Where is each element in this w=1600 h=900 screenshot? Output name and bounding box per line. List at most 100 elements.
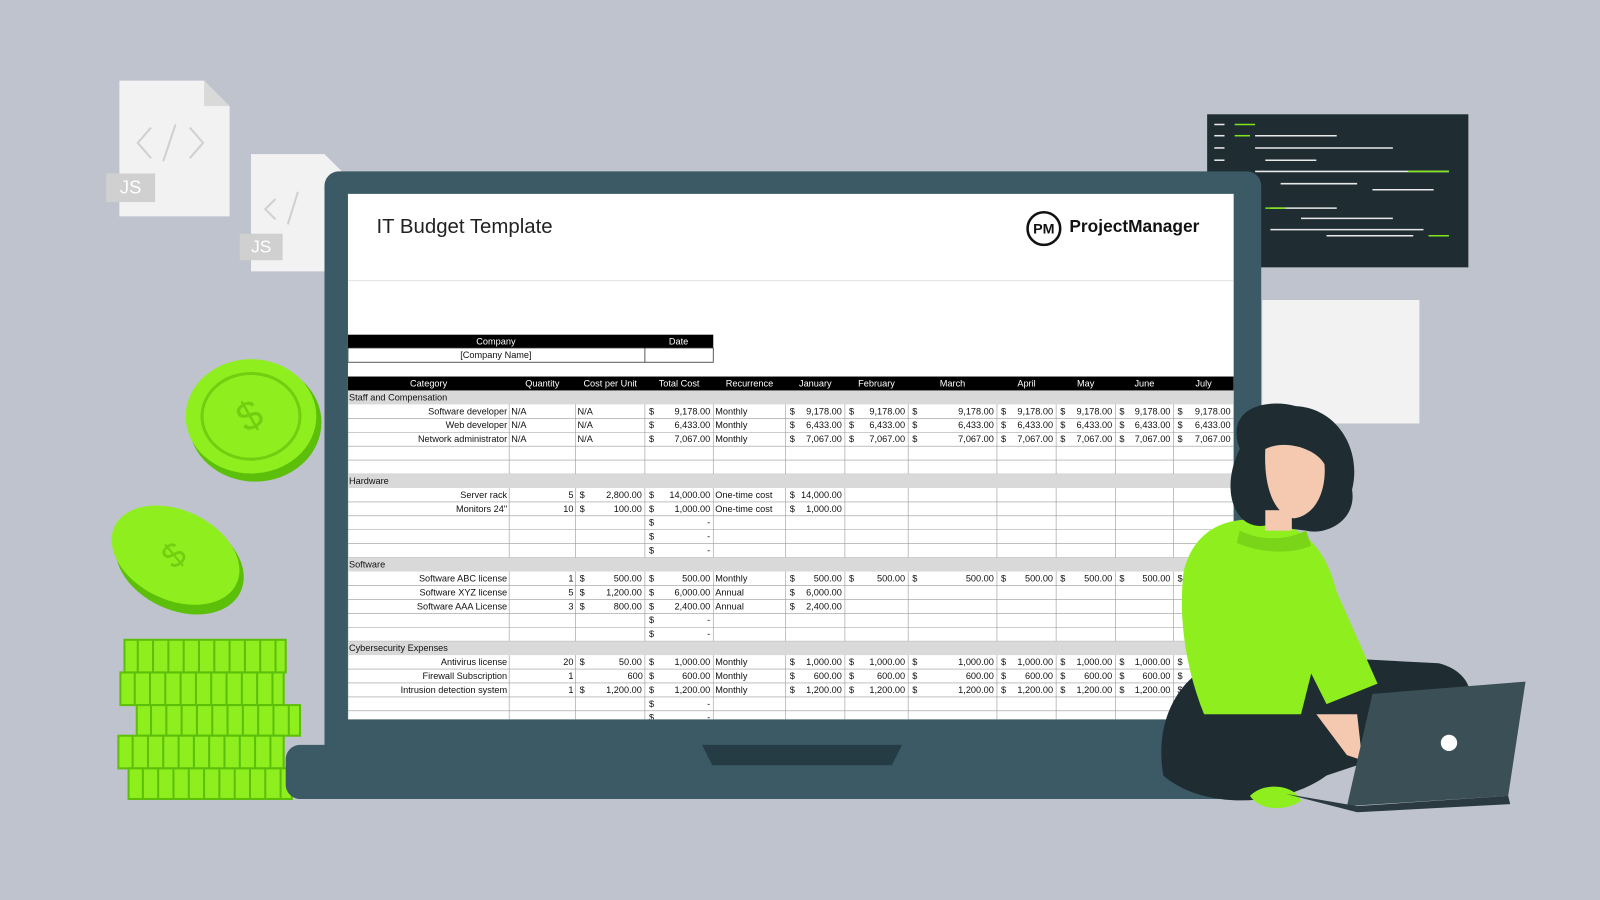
currency-symbol: $ [580, 573, 585, 583]
currency-symbol: $ [649, 713, 654, 723]
amount: 500.00 [966, 573, 994, 583]
company-row [347, 347, 714, 363]
amount: 7,067.00 [1017, 434, 1053, 444]
amount: 6,433.00 [869, 420, 905, 430]
cell-value: 5 [568, 490, 573, 500]
amount: 7,067.00 [1135, 434, 1171, 444]
currency-symbol: $ [1178, 406, 1183, 416]
currency-symbol: $ [1001, 657, 1006, 667]
currency-symbol: $ [912, 420, 917, 430]
currency-symbol: $ [1119, 406, 1124, 416]
column-header: March [940, 378, 965, 388]
cell-value: N/A [578, 420, 594, 430]
cell-value: Monthly [715, 671, 748, 681]
currency-symbol: $ [790, 490, 795, 500]
currency-symbol: $ [649, 615, 654, 625]
currency-symbol: $ [790, 671, 795, 681]
currency-symbol: $ [649, 671, 654, 681]
amount: 2,400.00 [675, 601, 711, 611]
row-label: Software AAA License [417, 601, 507, 611]
amount: 6,433.00 [958, 420, 994, 430]
column-header: Total Cost [659, 378, 700, 388]
amount: 7,067.00 [806, 434, 842, 444]
currency-symbol: $ [790, 601, 795, 611]
section-title: Software [349, 559, 385, 569]
amount: 9,178.00 [1195, 406, 1231, 416]
currency-symbol: $ [849, 657, 854, 667]
amount: - [707, 629, 710, 639]
currency-symbol: $ [649, 629, 654, 639]
cell-value: Monthly [715, 573, 748, 583]
amount: 9,178.00 [675, 406, 711, 416]
row-label: Software XYZ license [419, 587, 507, 597]
currency-symbol: $ [1119, 434, 1124, 444]
currency-symbol: $ [649, 532, 654, 542]
amount: 6,433.00 [1195, 420, 1231, 430]
cell-value: 1 [568, 685, 573, 695]
cell-value: N/A [511, 434, 527, 444]
currency-symbol: $ [790, 420, 795, 430]
cell-value: Monthly [715, 420, 748, 430]
amount: 500.00 [1142, 573, 1170, 583]
amount: 1,200.00 [606, 587, 642, 597]
amount: 1,200.00 [806, 685, 842, 695]
row-label: Monitors 24" [456, 504, 507, 514]
currency-symbol: $ [1119, 685, 1124, 695]
amount: 600.00 [877, 671, 905, 681]
amount: 6,433.00 [1077, 420, 1113, 430]
currency-symbol: $ [849, 671, 854, 681]
amount: - [707, 518, 710, 528]
cell-value: Monthly [715, 685, 748, 695]
currency-symbol: $ [580, 490, 585, 500]
currency-symbol: $ [649, 434, 654, 444]
amount: 14,000.00 [801, 490, 842, 500]
column-header: May [1077, 378, 1095, 388]
amount: 50.00 [619, 657, 642, 667]
currency-symbol: $ [580, 685, 585, 695]
amount: 500.00 [1084, 573, 1112, 583]
cell-value: N/A [511, 406, 527, 416]
section-row [347, 474, 1234, 488]
currency-symbol: $ [1119, 657, 1124, 667]
currency-symbol: $ [580, 657, 585, 667]
currency-symbol: $ [849, 573, 854, 583]
amount: 600.00 [1025, 671, 1053, 681]
amount: 1,200.00 [675, 685, 711, 695]
currency-symbol: $ [1060, 434, 1065, 444]
amount: 9,178.00 [806, 406, 842, 416]
currency-symbol: $ [790, 504, 795, 514]
currency-symbol: $ [849, 406, 854, 416]
section-row [347, 641, 1234, 656]
cell-value: Monthly [715, 657, 748, 667]
currency-symbol: $ [1178, 685, 1183, 695]
column-header: Category [410, 378, 448, 388]
amount: 1,000.00 [869, 657, 905, 667]
amount: 500.00 [1025, 573, 1053, 583]
amount: 7,067.00 [958, 434, 994, 444]
currency-symbol: $ [1060, 406, 1065, 416]
logo-text: ProjectManager [1069, 216, 1199, 236]
currency-symbol: $ [790, 573, 795, 583]
currency-symbol: $ [1119, 573, 1124, 583]
amount: 9,178.00 [1077, 406, 1113, 416]
currency-symbol: $ [790, 406, 795, 416]
amount: 500.00 [682, 573, 710, 583]
section-title: Hardware [349, 476, 389, 486]
amount: 1,200.00 [1077, 685, 1113, 695]
currency-symbol: $ [1178, 420, 1183, 430]
column-header: January [799, 378, 832, 388]
currency-symbol: $ [912, 657, 917, 667]
currency-symbol: $ [849, 420, 854, 430]
spreadsheet: IT Budget Template PM ProjectManager Com… [347, 210, 1234, 723]
currency-symbol: $ [790, 587, 795, 597]
currency-symbol: $ [1001, 406, 1006, 416]
column-header: June [1134, 378, 1154, 388]
amount: 9,178.00 [869, 406, 905, 416]
currency-symbol: $ [649, 518, 654, 528]
currency-symbol: $ [849, 685, 854, 695]
amount: 1,000.00 [806, 657, 842, 667]
company-name: [Company Name] [460, 350, 531, 360]
coin-stack [117, 638, 302, 801]
currency-symbol: $ [580, 601, 585, 611]
